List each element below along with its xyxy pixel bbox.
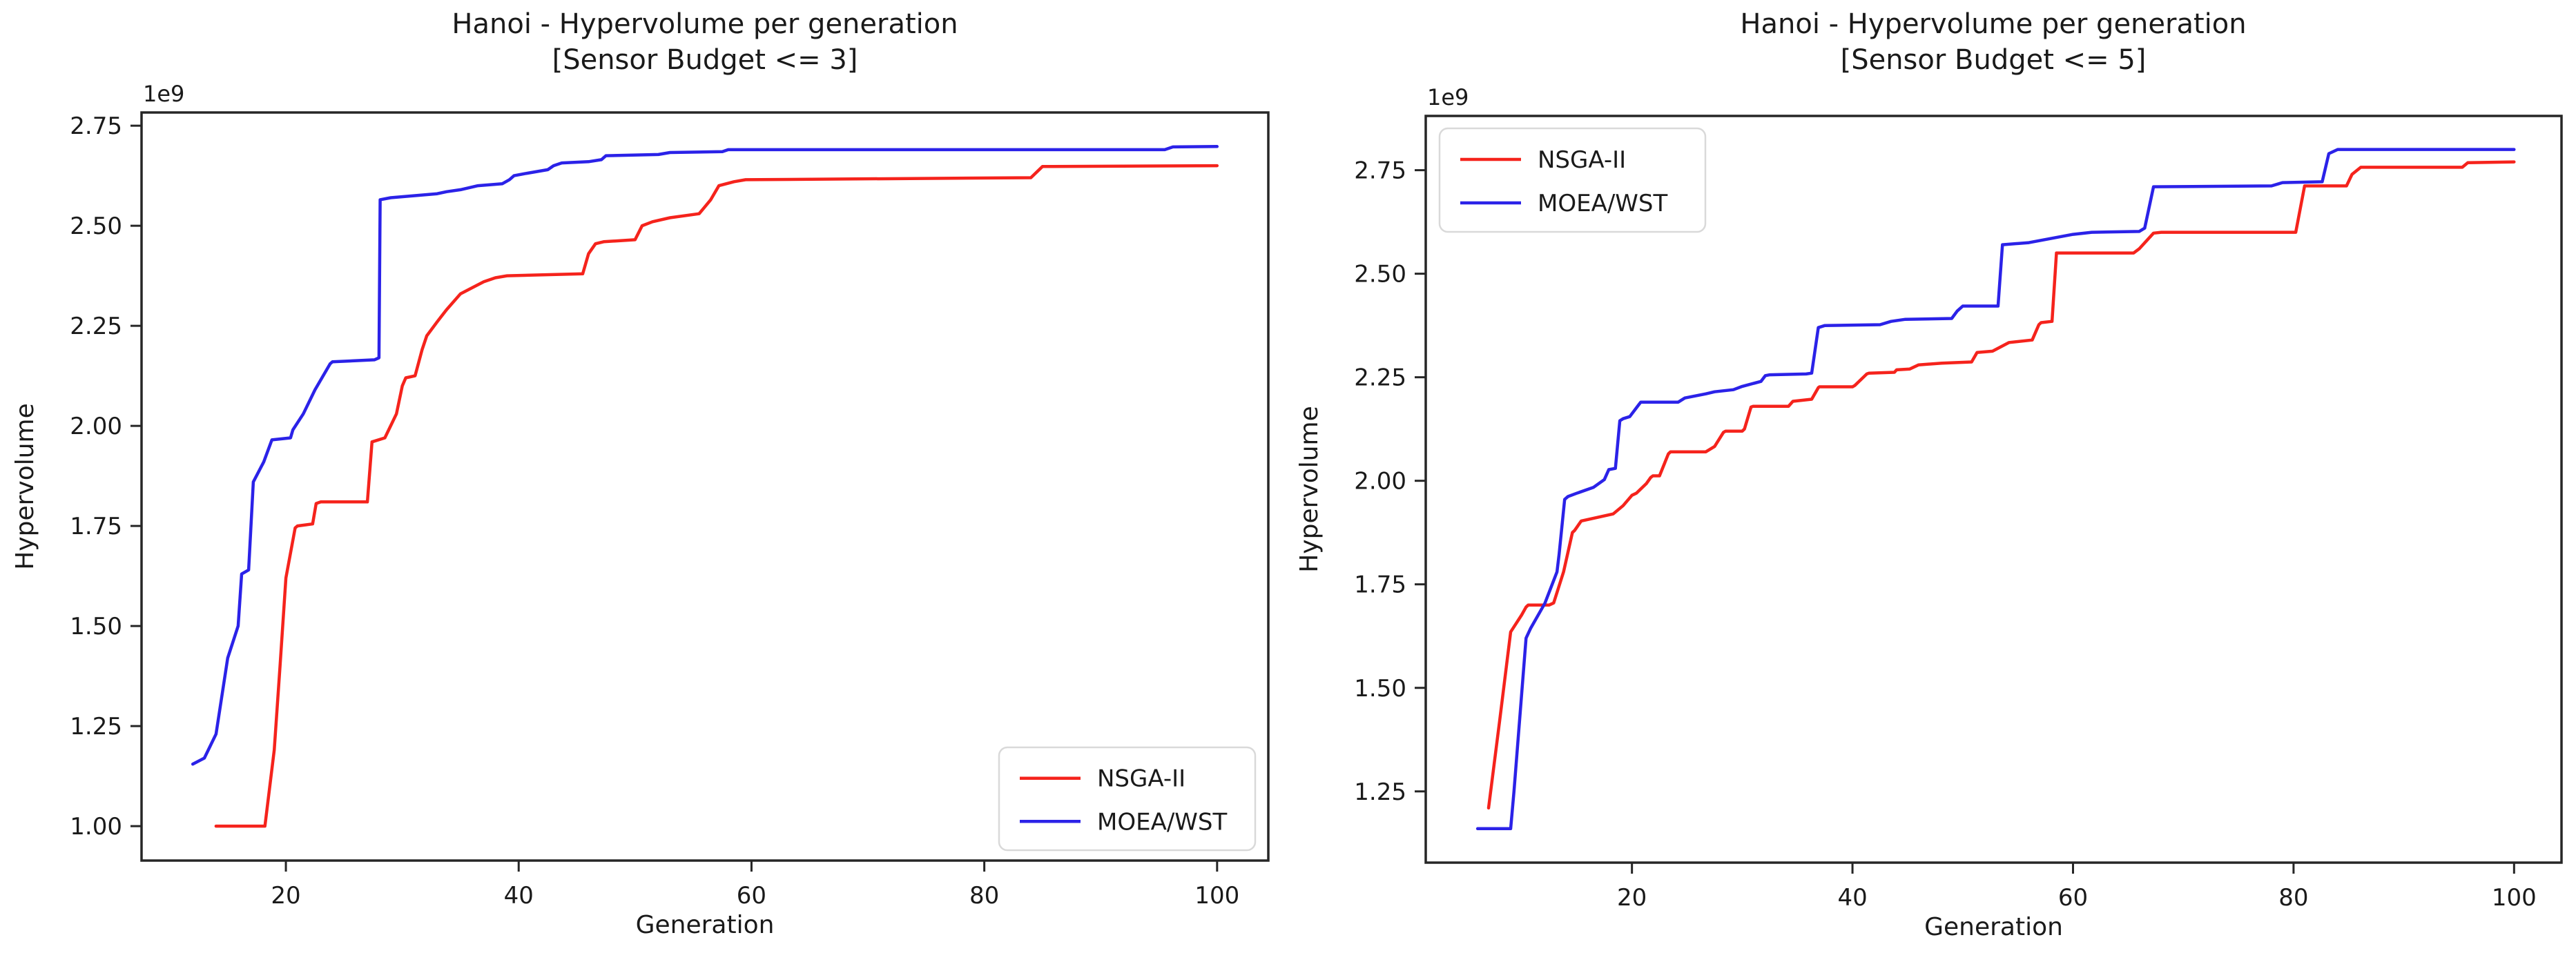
x-tick-label: 20 [1617,884,1647,912]
x-tick-label: 80 [2278,884,2308,912]
y-tick-label: 1.50 [70,613,122,640]
legend-label: MOEA/WST [1097,808,1227,836]
legend-label: NSGA-II [1538,146,1626,174]
y-tick-label: 1.25 [1354,778,1406,806]
chart-title: Hanoi - Hypervolume per generation [452,8,958,40]
x-tick-label: 60 [2058,884,2088,912]
y-axis-offset-text: 1e9 [1427,84,1469,110]
y-tick-label: 1.75 [1354,571,1406,599]
y-tick-label: 1.00 [70,813,122,841]
chart-subtitle: [Sensor Budget <= 3] [552,44,858,76]
legend-label: NSGA-II [1097,765,1185,793]
x-tick-label: 100 [1194,882,1239,910]
legend-label: MOEA/WST [1538,190,1667,217]
x-tick-label: 20 [271,882,300,910]
y-tick-label: 2.75 [1354,157,1406,185]
y-tick-label: 1.75 [70,513,122,540]
y-axis-label: Hypervolume [1295,406,1324,573]
y-tick-label: 2.00 [1354,468,1406,495]
y-tick-label: 1.50 [1354,675,1406,703]
chart-title: Hanoi - Hypervolume per generation [1740,8,2246,40]
legend-box [998,746,1257,852]
x-tick-label: 60 [737,882,766,910]
x-tick-label: 80 [969,882,999,910]
series-line-moea-wst [1475,148,2516,831]
y-tick-label: 2.50 [70,213,122,240]
x-axis-label: Generation [1924,913,2063,941]
y-tick-label: 2.50 [1354,261,1406,288]
x-tick-label: 40 [1837,884,1867,912]
x-tick-label: 100 [2492,884,2537,912]
series-line-moea-wst [191,145,1219,766]
legend-box [1438,127,1707,233]
x-tick-label: 40 [504,882,534,910]
series-line-nsga-ii [214,164,1219,828]
x-axis-label: Generation [636,911,775,939]
y-tick-label: 2.25 [1354,364,1406,392]
axes-frame [140,111,1270,862]
chart-subtitle: [Sensor Budget <= 5] [1841,44,2147,76]
y-tick-label: 1.25 [70,713,122,740]
y-tick-label: 2.25 [70,313,122,340]
y-axis-label: Hypervolume [11,403,39,570]
axes-frame [1424,115,2563,864]
y-tick-label: 2.75 [70,112,122,140]
y-axis-offset-text: 1e9 [143,81,184,107]
y-tick-label: 2.00 [70,413,122,440]
series-line-nsga-ii [1486,160,2516,810]
